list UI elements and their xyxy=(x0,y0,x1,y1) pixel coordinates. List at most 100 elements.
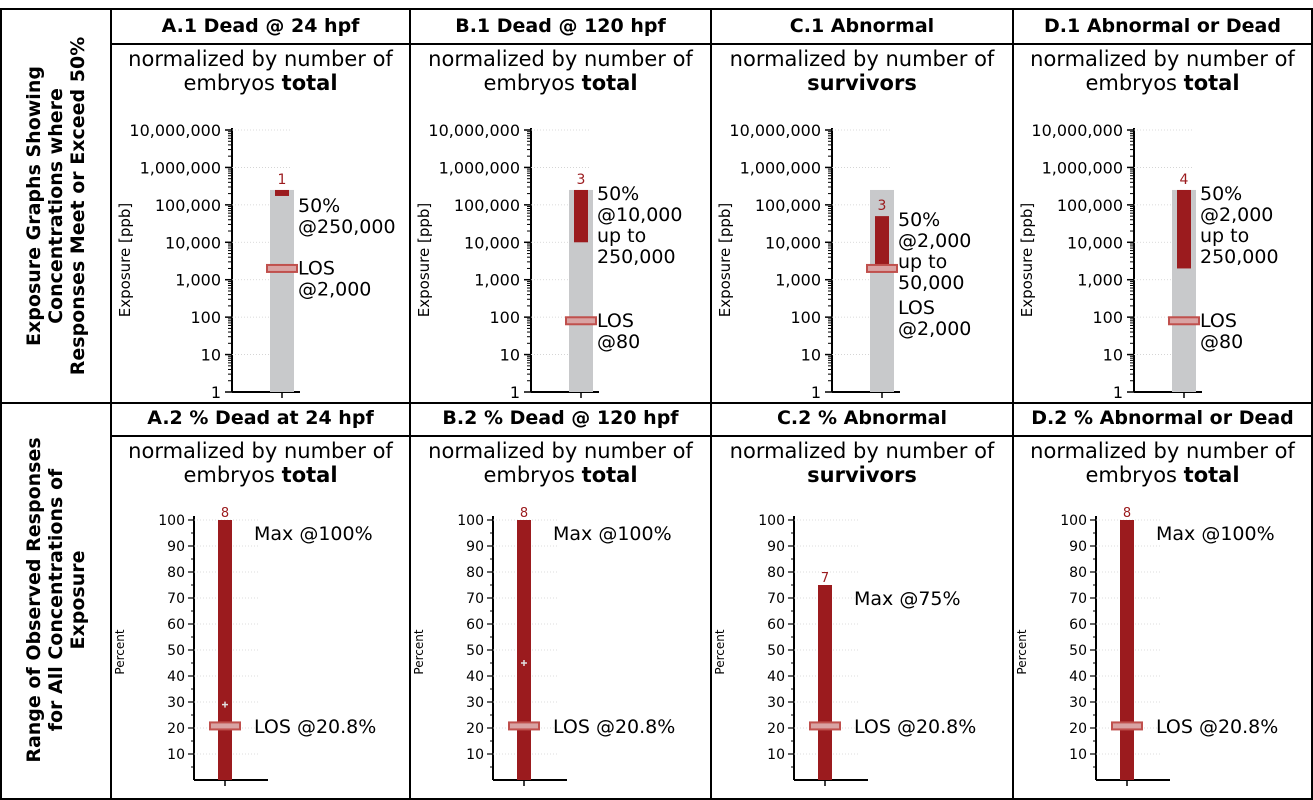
panel-subtitle: normalized by number of embryos total xyxy=(411,47,710,95)
annotation-max: Max @75% xyxy=(854,588,961,610)
y-tick-label: 1 xyxy=(811,383,821,402)
panel-subtitle: normalized by number of embryos total xyxy=(112,439,409,487)
annotation-los: LOS xyxy=(1200,310,1237,332)
y-tick-label: 20 xyxy=(466,721,484,737)
y-tick-label: 100 xyxy=(457,513,484,529)
panel-D-1: D.1 Abnormal or Dead normalized by number… xyxy=(1014,8,1313,404)
y-tick-label: 70 xyxy=(1069,591,1087,607)
panel-subtitle: normalized by number of embryos total xyxy=(1014,439,1311,487)
y-tick-label: 100 xyxy=(790,308,821,327)
y-tick-label: 80 xyxy=(466,565,484,581)
y-tick-label: 90 xyxy=(466,539,484,555)
y-tick-label: 80 xyxy=(167,565,185,581)
y-axis-label: Exposure [ppb] xyxy=(415,203,433,317)
annotation-response: @2,000 xyxy=(1200,204,1273,226)
y-tick-label: 10 xyxy=(167,747,185,763)
subtitle-emphasis: total xyxy=(581,71,638,95)
y-tick-label: 1 xyxy=(1113,383,1123,402)
annotation-response: up to xyxy=(898,251,947,273)
count-label: 8 xyxy=(520,506,528,521)
y-tick-label: 1,000,000 xyxy=(140,158,221,177)
panel-B-2: B.2 % Dead @ 120 hpf normalized by number… xyxy=(411,402,712,800)
y-tick-label: 20 xyxy=(767,721,785,737)
count-label: 7 xyxy=(821,571,829,586)
y-tick-label: 10,000 xyxy=(1067,233,1123,252)
y-axis-label: Percent xyxy=(1015,629,1029,674)
y-tick-label: 60 xyxy=(466,617,484,633)
panel-title: C.2 % Abnormal xyxy=(712,402,1012,437)
chart-svg: 100 90 80 70 60 50 40 30 20 10 Percent 7 Max @75% LOS… xyxy=(713,513,976,786)
chart-svg: 10,000,000 1,000,000 100,000 10,000 1,000 100… xyxy=(1018,121,1279,402)
response-bar xyxy=(1177,189,1191,269)
y-tick-label: 70 xyxy=(466,591,484,607)
panel-title: A.1 Dead @ 24 hpf xyxy=(112,10,409,45)
y-tick-label: 70 xyxy=(767,591,785,607)
y-tick-label: 10 xyxy=(1069,747,1087,763)
annotation-response: @250,000 xyxy=(298,216,396,238)
y-tick-label: 1 xyxy=(510,383,520,402)
subtitle-text: normalized by number of embryos xyxy=(128,439,393,487)
y-tick-label: 30 xyxy=(1069,695,1087,711)
response-bar xyxy=(875,216,889,269)
y-tick-label: 40 xyxy=(167,669,185,685)
subtitle-text: normalized by number of embryos xyxy=(128,47,393,95)
los-marker xyxy=(209,721,241,731)
y-tick-label: 20 xyxy=(167,721,185,737)
los-marker xyxy=(809,721,841,731)
chart-svg: 100 90 80 70 60 50 40 30 20 10 Percent 8 Max @100% LO… xyxy=(113,506,376,786)
y-tick-label: 60 xyxy=(167,617,185,633)
y-tick-label: 90 xyxy=(1069,539,1087,555)
subtitle-text: normalized by number of embryos xyxy=(428,47,693,95)
subtitle-text: normalized by number of embryos xyxy=(1030,439,1295,487)
y-tick-label: 10 xyxy=(1103,346,1123,365)
y-tick-label: 10,000,000 xyxy=(1031,121,1123,140)
annotation-response: up to xyxy=(597,225,646,247)
y-axis-label: Percent xyxy=(113,629,127,674)
y-tick-label: 100,000 xyxy=(755,196,821,215)
annotation-los: LOS @20.8% xyxy=(1156,716,1278,738)
subtitle-emphasis: total xyxy=(1183,463,1240,487)
y-tick-label: 100 xyxy=(758,513,785,529)
panel-D-2: D.2 % Abnormal or Dead normalized by numb… xyxy=(1014,402,1313,800)
annotation-los: @80 xyxy=(1200,331,1243,353)
annotation-max: Max @100% xyxy=(254,523,373,545)
y-tick-label: 30 xyxy=(466,695,484,711)
annotation-los: LOS @20.8% xyxy=(553,716,675,738)
panel-title: A.2 % Dead at 24 hpf xyxy=(112,402,409,437)
count-label: 8 xyxy=(221,506,229,521)
y-axis-label: Exposure [ppb] xyxy=(1018,203,1036,317)
response-bar xyxy=(275,189,289,196)
y-tick-label: 1,000,000 xyxy=(439,158,520,177)
count-label: 3 xyxy=(878,198,887,214)
y-tick-label: 100,000 xyxy=(155,196,221,215)
y-tick-label: 50 xyxy=(466,643,484,659)
row-label-exposure: Exposure Graphs Showing Concentrations wh… xyxy=(0,8,112,404)
y-tick-label: 100,000 xyxy=(454,196,520,215)
count-label: 4 xyxy=(1180,172,1189,188)
y-tick-label: 10 xyxy=(466,747,484,763)
los-marker xyxy=(866,263,898,273)
annotation-los: LOS xyxy=(597,310,634,332)
y-tick-label: 100,000 xyxy=(1057,196,1123,215)
y-tick-label: 60 xyxy=(1069,617,1087,633)
row-label-range: Range of Observed Responses for All Conce… xyxy=(0,402,112,800)
annotation-response: up to xyxy=(1200,225,1249,247)
chart-svg: 100 90 80 70 60 50 40 30 20 10 Percent 8 Max @100% LO… xyxy=(412,506,675,786)
y-tick-label: 10 xyxy=(767,747,785,763)
y-tick-label: 1,000 xyxy=(175,271,221,290)
panel-subtitle: normalized by number of survivors xyxy=(712,47,1012,95)
row-label-text: Exposure Graphs Showing Concentrations wh… xyxy=(23,36,89,376)
y-tick-label: 90 xyxy=(167,539,185,555)
subtitle-text: normalized by number of embryos xyxy=(1030,47,1295,95)
subtitle-emphasis: total xyxy=(1183,71,1240,95)
subtitle-emphasis: survivors xyxy=(807,463,917,487)
y-tick-label: 50 xyxy=(767,643,785,659)
y-tick-label: 70 xyxy=(167,591,185,607)
y-tick-label: 100 xyxy=(158,513,185,529)
row-label-text: Range of Observed Responses for All Conce… xyxy=(23,437,89,763)
panel-title: B.1 Dead @ 120 hpf xyxy=(411,10,710,45)
subtitle-emphasis: total xyxy=(281,71,338,95)
y-tick-label: 80 xyxy=(767,565,785,581)
annotation-max: Max @100% xyxy=(553,523,672,545)
annotation-response: 50,000 xyxy=(898,272,964,294)
